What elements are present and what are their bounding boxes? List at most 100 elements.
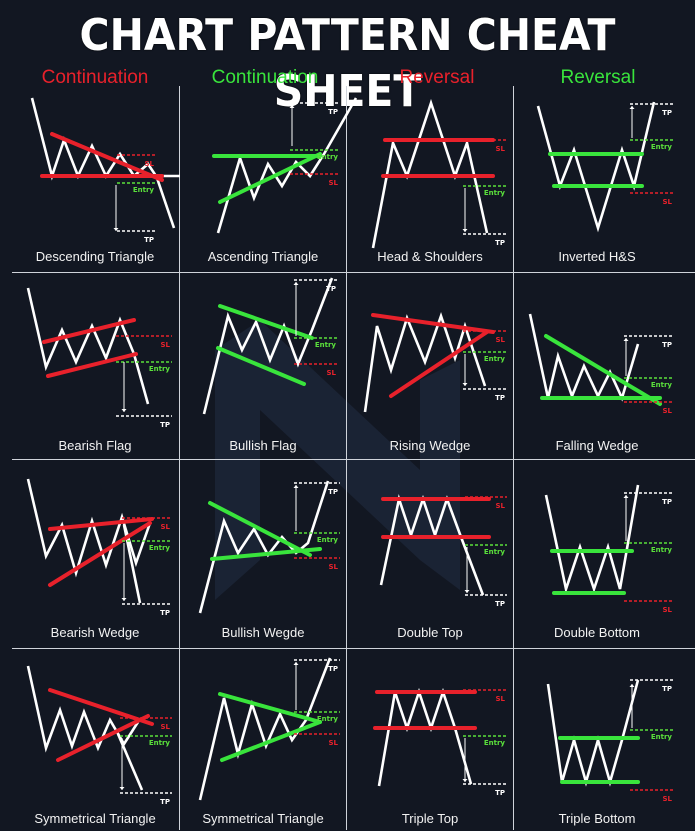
- trend-line: [220, 720, 322, 762]
- entry-level-label: Entry: [484, 189, 506, 197]
- price-line: [377, 687, 473, 787]
- trend-line: [216, 346, 306, 386]
- tp-level-label: TP: [160, 421, 170, 429]
- pattern-diagram: SL Entry TP: [379, 494, 507, 608]
- column-header-2: Continuation: [211, 67, 319, 88]
- trend-line: [544, 334, 662, 406]
- pattern-cell-falling-wedge: SL Entry TP Falling Wedge: [514, 274, 680, 458]
- pattern-diagram: SL Entry TP: [198, 657, 340, 801]
- pattern-diagram: SL Entry TP: [198, 480, 340, 614]
- grid-divider-horizontal: [12, 459, 695, 460]
- pattern-diagram: SL Entry TP: [546, 679, 674, 803]
- target-arrow-head: [623, 495, 629, 498]
- pattern-name: Bearish Wedge: [50, 625, 140, 640]
- target-arrow-head: [462, 229, 468, 232]
- pattern-cell-double-bottom: SL Entry TP Double Bottom: [514, 461, 680, 645]
- target-arrow-head: [462, 779, 468, 782]
- price-line: [528, 313, 640, 402]
- tp-level-label: TP: [328, 108, 338, 116]
- tp-level-label: TP: [662, 109, 672, 117]
- pattern-diagram: SL Entry TP: [373, 687, 507, 797]
- sl-level-label: SL: [495, 502, 505, 510]
- pattern-cell-bullish-flag: SL Entry TP Bullish Flag: [180, 274, 346, 458]
- tp-level-label: TP: [495, 239, 505, 247]
- tp-level-label: TP: [328, 665, 338, 673]
- entry-level-label: Entry: [149, 739, 171, 747]
- price-line: [536, 101, 656, 233]
- target-arrow-head: [293, 282, 299, 285]
- pattern-name: Symmetrical Triangle: [34, 811, 156, 826]
- tp-level-label: TP: [160, 609, 170, 617]
- pattern-diagram: SL Entry TP: [363, 311, 507, 413]
- price-line: [202, 277, 334, 415]
- entry-level-label: Entry: [317, 153, 339, 161]
- trend-line: [218, 152, 322, 204]
- pattern-name: Ascending Triangle: [207, 249, 319, 264]
- target-arrow-head: [119, 787, 125, 790]
- trend-line: [218, 692, 322, 724]
- grid-divider-vertical: [179, 86, 180, 830]
- tp-level-label: TP: [495, 789, 505, 797]
- column-header-3: Reversal: [399, 67, 475, 88]
- grid-divider-horizontal: [12, 648, 695, 649]
- pattern-cell-symmetrical-triangle: SL Entry TP Symmetrical Triangle: [12, 650, 178, 831]
- pattern-cell-triple-bottom: SL Entry TP Triple Bottom: [514, 650, 680, 831]
- pattern-diagram: SL Entry TP: [26, 665, 172, 806]
- pattern-cell-rising-wedge: SL Entry TP Rising Wedge: [347, 274, 513, 458]
- pattern-diagram: SL Entry TP: [26, 478, 172, 617]
- sl-level-label: SL: [495, 145, 505, 153]
- pattern-name: Bullish Flag: [229, 438, 297, 453]
- trend-line: [56, 714, 150, 762]
- price-line: [546, 679, 640, 787]
- sl-level-label: SL: [328, 179, 338, 187]
- tp-level-label: TP: [144, 236, 154, 244]
- sl-level-label: SL: [662, 198, 672, 206]
- pattern-name: Falling Wedge: [555, 438, 639, 453]
- price-line: [379, 494, 485, 596]
- entry-level-label: Entry: [484, 355, 506, 363]
- tp-level-label: TP: [662, 498, 672, 506]
- target-arrow-head: [464, 590, 470, 593]
- entry-level-label: Entry: [651, 381, 673, 389]
- grid-divider-vertical: [513, 86, 514, 830]
- sl-level-label: SL: [160, 723, 170, 731]
- pattern-name: Double Bottom: [554, 625, 640, 640]
- sl-level-label: SL: [662, 606, 672, 614]
- sl-level-label: SL: [144, 160, 154, 168]
- pattern-name: Rising Wedge: [389, 438, 471, 453]
- trend-line: [42, 318, 136, 344]
- entry-level-label: Entry: [484, 548, 506, 556]
- pattern-name: Bearish Flag: [58, 438, 132, 453]
- sl-level-label: SL: [495, 336, 505, 344]
- price-line: [363, 311, 487, 413]
- pattern-cell-head-shoulders: SL Entry TP Head & Shoulders: [347, 88, 513, 269]
- pattern-diagram: SL Entry TP: [26, 287, 172, 429]
- trend-line: [46, 352, 138, 378]
- pattern-name: Descending Triangle: [35, 249, 155, 264]
- tp-level-label: TP: [328, 488, 338, 496]
- breakout-line: [155, 177, 176, 229]
- trend-line: [371, 313, 495, 334]
- target-arrow-head: [121, 409, 127, 412]
- tp-level-label: TP: [160, 798, 170, 806]
- trend-line: [48, 521, 152, 587]
- target-arrow-head: [293, 485, 299, 488]
- pattern-diagram: SL Entry TP: [212, 97, 358, 234]
- sl-level-label: SL: [662, 795, 672, 803]
- pattern-name: Symmetrical Triangle: [202, 811, 324, 826]
- entry-level-label: Entry: [149, 365, 171, 373]
- target-arrow-head: [121, 598, 127, 601]
- target-arrow-head: [629, 106, 635, 109]
- tp-level-label: TP: [495, 600, 505, 608]
- pattern-name: Triple Top: [401, 811, 459, 826]
- sl-level-label: SL: [662, 407, 672, 415]
- pattern-cell-bearish-flag: SL Entry TP Bearish Flag: [12, 274, 178, 458]
- pattern-diagram: SL Entry TP: [536, 101, 674, 233]
- pattern-diagram: SL Entry TP: [371, 98, 507, 249]
- pattern-cell-double-top: SL Entry TP Double Top: [347, 461, 513, 645]
- pattern-name: Bullish Wegde: [221, 625, 305, 640]
- price-line: [371, 98, 489, 249]
- target-arrow-head: [462, 383, 468, 386]
- column-header-1: Continuation: [41, 67, 149, 88]
